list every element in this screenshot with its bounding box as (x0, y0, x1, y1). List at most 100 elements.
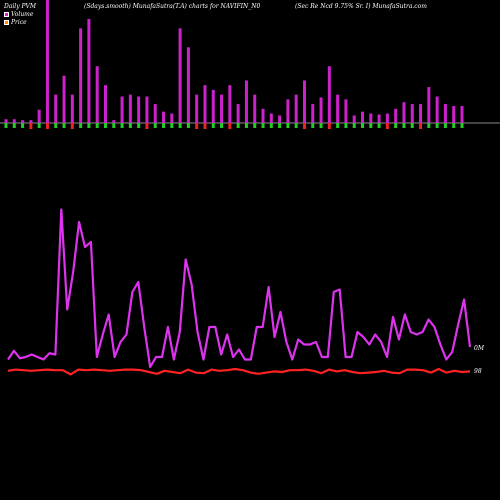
volume-bar (427, 87, 431, 123)
volume-direction-tick (361, 123, 365, 128)
volume-bar (120, 96, 124, 123)
volume-direction-tick (244, 123, 248, 128)
volume-bar (394, 108, 398, 123)
volume-direction-tick (21, 123, 25, 128)
volume-bar (153, 104, 157, 123)
volume-bar (228, 85, 232, 123)
volume-bar (435, 96, 439, 123)
volume-direction-tick (62, 123, 66, 128)
volume-direction-tick (452, 123, 456, 128)
volume-direction-tick (236, 123, 240, 128)
volume-axis-label: 0M (474, 345, 484, 352)
volume-bar (45, 0, 49, 123)
volume-bar (178, 28, 182, 124)
volume-direction-tick (302, 123, 306, 129)
volume-direction-tick (443, 123, 447, 128)
volume-bar (410, 104, 414, 123)
volume-direction-tick (294, 123, 298, 128)
volume-bar (236, 104, 240, 123)
volume-direction-tick (103, 123, 107, 128)
volume-direction-tick (311, 123, 315, 128)
volume-bar (261, 108, 265, 123)
volume-direction-tick (178, 123, 182, 128)
volume-direction-tick (336, 123, 340, 128)
volume-direction-tick (369, 123, 373, 128)
volume-direction-tick (70, 123, 74, 129)
volume-direction-tick (29, 123, 33, 129)
volume-bar (302, 80, 306, 123)
volume-bar (244, 80, 248, 123)
volume-bar (253, 94, 257, 123)
volume-bar (369, 113, 373, 123)
volume-bar (460, 105, 464, 123)
volume-bar (402, 102, 406, 123)
volume-bar (311, 104, 315, 123)
volume-bar (162, 111, 166, 123)
volume-direction-tick (261, 123, 265, 128)
volume-bar (195, 94, 199, 123)
volume-direction-tick (54, 123, 58, 128)
legend-price: Price (4, 19, 27, 26)
volume-direction-tick (460, 123, 464, 128)
volume-direction-tick (120, 123, 124, 128)
volume-direction-tick (319, 123, 323, 128)
legend-volume-label: Volume (11, 11, 34, 18)
volume-direction-tick (45, 123, 49, 129)
volume-bar (443, 104, 447, 123)
chart-title-left: Daily PVM (4, 3, 37, 10)
volume-direction-tick (162, 123, 166, 128)
volume-direction-tick (95, 123, 99, 128)
volume-bar (128, 94, 132, 123)
volume-direction-tick (228, 123, 232, 129)
volume-bar (29, 120, 33, 123)
volume-direction-tick (327, 123, 331, 129)
volume-bar (319, 97, 323, 123)
volume-bar (70, 94, 74, 123)
volume-bar (269, 113, 273, 123)
volume-bar (21, 120, 25, 123)
volume-bar (294, 94, 298, 123)
volume-bar (327, 66, 331, 123)
legend-price-label: Price (11, 19, 27, 26)
volume-direction-tick (269, 123, 273, 128)
volume-bar (211, 89, 215, 123)
volume-bar (12, 119, 16, 123)
volume-bar (377, 114, 381, 123)
volume-direction-tick (211, 123, 215, 128)
volume-direction-tick (410, 123, 414, 128)
volume-direction-tick (394, 123, 398, 128)
volume-bar (87, 18, 91, 123)
volume-bar (278, 115, 282, 123)
volume-direction-tick (435, 123, 439, 128)
volume-direction-tick (286, 123, 290, 128)
volume-direction-tick (385, 123, 389, 129)
legend-price-swatch (4, 20, 9, 25)
volume-direction-tick (377, 123, 381, 128)
volume-direction-tick (128, 123, 132, 128)
volume-direction-tick (419, 123, 423, 129)
volume-bar (95, 66, 99, 123)
volume-direction-tick (220, 123, 224, 128)
volume-bar (186, 47, 190, 123)
volume-bar (145, 96, 149, 123)
volume-direction-tick (170, 123, 174, 128)
volume-bar (137, 96, 141, 123)
volume-direction-tick (186, 123, 190, 128)
volume-bar (103, 85, 107, 123)
volume-direction-tick (203, 123, 207, 129)
volume-bar (286, 99, 290, 123)
volume-line (7, 208, 472, 369)
volume-direction-tick (87, 123, 91, 128)
volume-bar (79, 28, 83, 124)
volume-direction-tick (352, 123, 356, 128)
volume-direction-tick (153, 123, 157, 128)
volume-bar (352, 115, 356, 123)
volume-direction-tick (79, 123, 83, 128)
volume-bar (336, 94, 340, 123)
chart-title-right: (Sec Re Ncd 9.75% Sr. I) MunafaSutra.com (295, 3, 427, 10)
volume-bar (361, 111, 365, 123)
volume-direction-tick (253, 123, 257, 128)
volume-bar (37, 109, 41, 123)
price-line (7, 367, 471, 376)
volume-bar (344, 99, 348, 123)
